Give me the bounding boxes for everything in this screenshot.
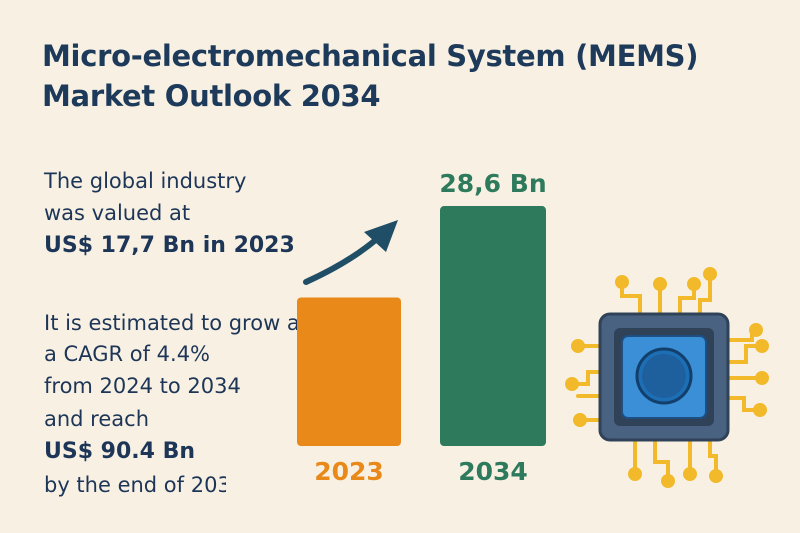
category-label-2034: 2034 xyxy=(458,457,528,486)
bar-2023 xyxy=(297,297,401,446)
chip-body xyxy=(600,314,728,440)
bar-layer xyxy=(297,206,546,446)
data-label-2034: 28,6 Bn xyxy=(439,169,546,198)
market-bar-chart: 2023 2034 28,6 Bn xyxy=(0,0,800,533)
bar-2034 xyxy=(440,206,546,446)
growth-arrow-icon xyxy=(306,220,398,282)
category-label-2023: 2023 xyxy=(314,457,384,486)
